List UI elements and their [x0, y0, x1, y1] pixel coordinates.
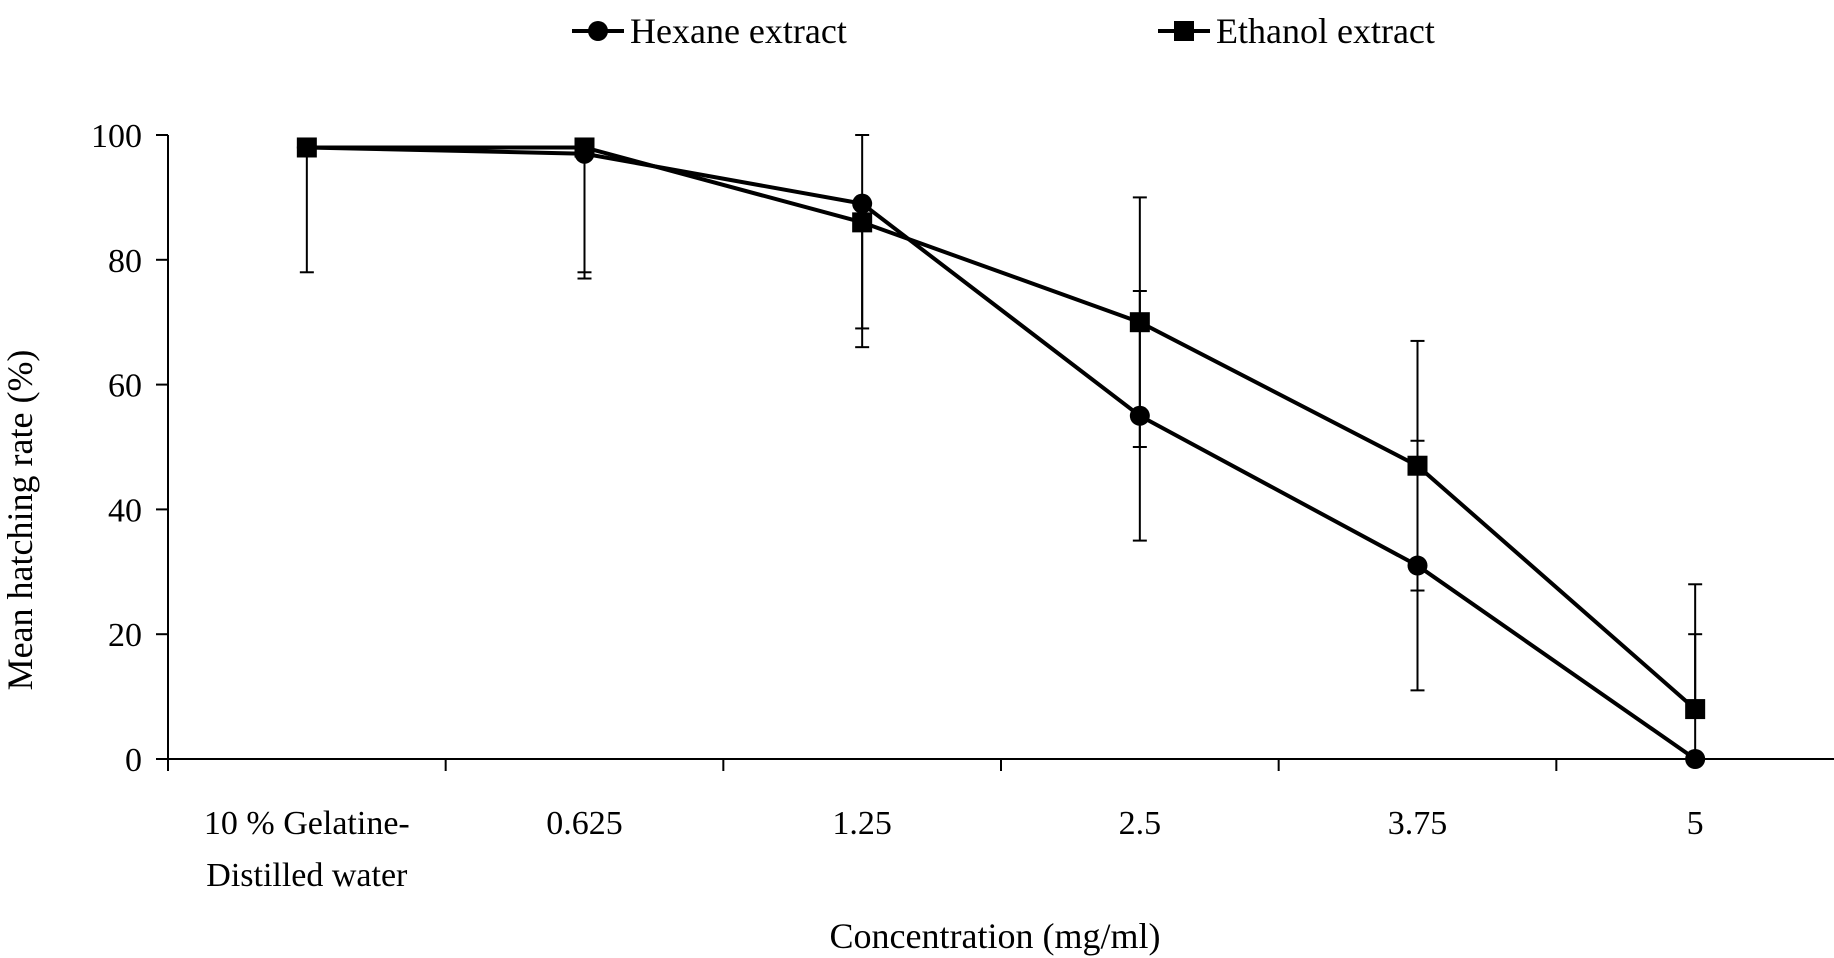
- series-lines: [306, 145, 1697, 761]
- y-tick-label: 60: [108, 368, 142, 405]
- x-tick-label: 10 % Gelatine-Distilled water: [204, 805, 410, 894]
- x-tick-label: 2.5: [1119, 805, 1162, 842]
- y-axis-title: Mean hatching rate (%): [0, 350, 40, 691]
- error-bar: [299, 146, 314, 274]
- data-point-circle: [1685, 749, 1706, 769]
- data-point-circle: [852, 193, 873, 214]
- error-bar: [577, 146, 592, 274]
- legend-label: Hexane extract: [630, 11, 847, 51]
- x-axis: 10 % Gelatine-Distilled water 0.625 1.25 2.…: [167, 758, 1834, 894]
- y-axis: 0 20 40 60 80 100: [91, 118, 169, 779]
- data-point-square: [1129, 312, 1150, 333]
- data-point-square: [1685, 699, 1706, 720]
- y-tick-label: 20: [108, 617, 142, 654]
- legend-marker-circle: [588, 21, 608, 41]
- y-tick-label: 40: [108, 492, 142, 529]
- legend-item: Ethanol extract: [1158, 11, 1435, 51]
- error-bars: [299, 134, 1703, 760]
- data-point-circle: [1129, 405, 1150, 426]
- x-axis-title: Concentration (mg/ml): [830, 916, 1161, 956]
- error-bar: [1688, 583, 1703, 711]
- y-tick-label: 80: [108, 243, 142, 280]
- y-tick-label: 0: [125, 742, 142, 779]
- data-point-square: [1407, 455, 1428, 476]
- y-tick-label: 100: [91, 118, 142, 155]
- data-point-square: [574, 137, 595, 158]
- x-tick-label: 1.25: [832, 805, 892, 842]
- series-line-hexane-extract: [306, 145, 1697, 761]
- legend-marker-square: [1174, 21, 1194, 41]
- data-point-square: [296, 137, 317, 158]
- data-point-square: [852, 212, 873, 233]
- legend: Hexane extract Ethanol extract: [572, 11, 1435, 51]
- x-tick-label: 5: [1687, 805, 1704, 842]
- markers: [296, 137, 1706, 769]
- series-line-ethanol-extract: [306, 145, 1697, 711]
- legend-label: Ethanol extract: [1216, 11, 1435, 51]
- legend-item: Hexane extract: [572, 11, 847, 51]
- x-tick-label: 0.625: [546, 805, 623, 842]
- x-tick-label: 3.75: [1388, 805, 1448, 842]
- data-point-circle: [1407, 555, 1428, 576]
